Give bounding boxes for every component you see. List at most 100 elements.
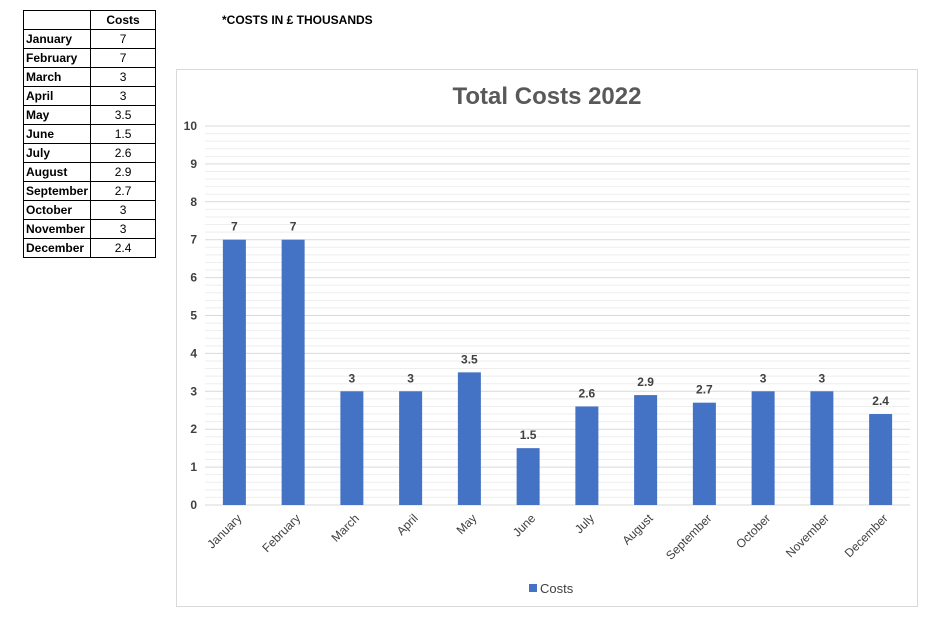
data-label-august: 2.9 [637, 375, 654, 389]
data-label-february: 7 [290, 220, 297, 234]
table-cell-cost: 2.9 [90, 162, 157, 182]
units-note: *COSTS IN £ THOUSANDS [222, 13, 373, 27]
y-tick-label: 10 [184, 119, 198, 133]
table-cell-cost: 2.6 [90, 143, 157, 163]
table-cell-month: March [22, 67, 92, 87]
data-label-june: 1.5 [520, 428, 537, 442]
table-row: October 3 [22, 200, 157, 220]
table-cell-cost: 2.7 [90, 181, 157, 201]
gridlines [205, 125, 910, 506]
y-tick-label: 1 [190, 460, 197, 474]
bar-january [222, 239, 246, 505]
table-cell-month: June [22, 124, 92, 144]
data-label-november: 3 [819, 371, 826, 385]
bar-february [281, 239, 305, 505]
table-cell-cost: 3 [90, 67, 157, 87]
x-category-label: November [783, 511, 832, 560]
table-cell-cost: 1.5 [90, 124, 157, 144]
y-axis-ticks: 0 1 2 3 4 5 6 7 8 9 10 [184, 119, 198, 512]
x-axis-categories: January February March April May June July Augu… [204, 511, 890, 563]
table-corner-cell [22, 10, 92, 30]
table-row: June 1.5 [22, 124, 157, 144]
y-tick-label: 3 [190, 384, 197, 398]
table-cell-month: October [22, 200, 92, 220]
data-table: Costs January 7 February 7 March 3 April 3 May 3.… [22, 10, 157, 258]
data-label-july: 2.6 [579, 386, 596, 400]
bar-march [340, 391, 364, 505]
table-row: February 7 [22, 48, 157, 68]
bar-december [869, 414, 893, 505]
data-label-april: 3 [407, 371, 414, 385]
table-header-costs: Costs [90, 10, 157, 30]
y-tick-label: 8 [190, 195, 197, 209]
x-category-label: April [394, 511, 421, 538]
bar-august [634, 395, 658, 505]
table-cell-month: December [22, 238, 92, 258]
table-cell-cost: 2.4 [90, 238, 157, 258]
table-cell-cost: 3 [90, 219, 157, 239]
x-category-label: July [572, 511, 597, 536]
table-cell-month: November [22, 219, 92, 239]
x-category-label: January [204, 511, 244, 551]
bars [222, 239, 893, 505]
table-row: March 3 [22, 67, 157, 87]
table-cell-cost: 3 [90, 200, 157, 220]
chart-area[interactable]: Total Costs 2022 0 1 2 3 4 5 6 7 8 9 10 7 7 3 3 3.5 1.5… [176, 69, 918, 607]
table-cell-month: May [22, 105, 92, 125]
legend-label-costs: Costs [540, 581, 574, 596]
y-tick-label: 5 [190, 309, 197, 323]
table-row: July 2.6 [22, 143, 157, 163]
x-category-label: June [510, 511, 539, 540]
table-row: January 7 [22, 29, 157, 49]
x-category-label: September [663, 511, 714, 562]
table-cell-month: July [22, 143, 92, 163]
x-category-label: August [619, 511, 656, 548]
bar-september [692, 402, 716, 505]
y-tick-label: 2 [190, 422, 197, 436]
bar-may [457, 372, 481, 505]
data-label-may: 3.5 [461, 352, 478, 366]
legend: Costs [529, 581, 574, 596]
table-row: April 3 [22, 86, 157, 106]
data-label-january: 7 [231, 220, 238, 234]
data-label-march: 3 [349, 371, 356, 385]
table-row: September 2.7 [22, 181, 157, 201]
legend-swatch-costs [529, 584, 537, 592]
data-label-september: 2.7 [696, 383, 713, 397]
table-cell-cost: 7 [90, 48, 157, 68]
data-labels: 7 7 3 3 3.5 1.5 2.6 2.9 2.7 3 3 2.4 [231, 220, 889, 442]
table-row: November 3 [22, 219, 157, 239]
table-header-row: Costs [22, 10, 157, 30]
table-row: December 2.4 [22, 238, 157, 258]
table-cell-month: September [22, 181, 92, 201]
table-row: May 3.5 [22, 105, 157, 125]
y-tick-label: 4 [190, 346, 197, 360]
bar-july [575, 406, 599, 505]
bar-november [810, 391, 834, 505]
y-tick-label: 6 [190, 271, 197, 285]
table-row: August 2.9 [22, 162, 157, 182]
table-cell-cost: 3.5 [90, 105, 157, 125]
x-category-label: March [329, 511, 362, 544]
data-label-december: 2.4 [872, 394, 889, 408]
data-label-october: 3 [760, 371, 767, 385]
x-category-label: October [733, 511, 773, 551]
table-cell-cost: 3 [90, 86, 157, 106]
bar-chart: Total Costs 2022 0 1 2 3 4 5 6 7 8 9 10 7 7 3 3 3.5 1.5… [184, 83, 910, 596]
bar-june [516, 448, 540, 505]
y-tick-label: 0 [190, 498, 197, 512]
table-cell-month: April [22, 86, 92, 106]
table-cell-month: January [22, 29, 92, 49]
chart-title: Total Costs 2022 [453, 83, 642, 110]
table-body: January 7 February 7 March 3 April 3 May 3.5 June 1… [22, 29, 157, 258]
table-cell-month: February [22, 48, 92, 68]
table-cell-cost: 7 [90, 29, 157, 49]
y-tick-label: 7 [190, 233, 197, 247]
x-category-label: May [454, 511, 480, 537]
y-tick-label: 9 [190, 157, 197, 171]
x-category-label: February [259, 511, 303, 555]
bar-april [399, 391, 423, 505]
bar-october [751, 391, 775, 505]
x-category-label: December [842, 511, 891, 560]
table-cell-month: August [22, 162, 92, 182]
